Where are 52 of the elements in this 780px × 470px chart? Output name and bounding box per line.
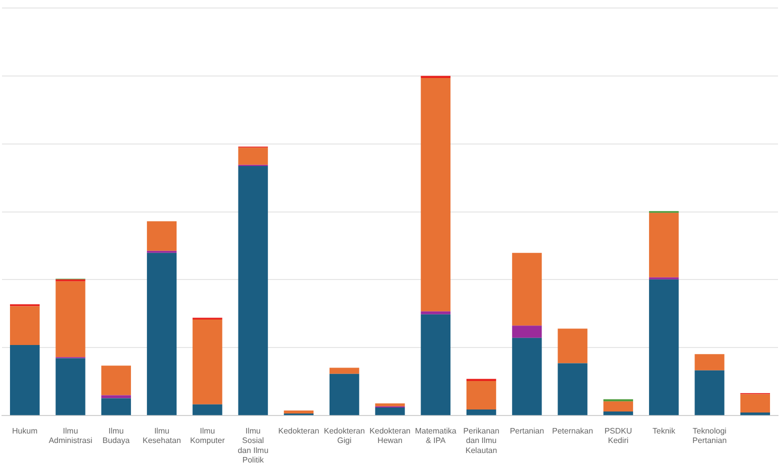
x-tick-label: Kedokteran Gigi [324, 426, 365, 446]
bar [740, 412, 770, 416]
x-tick-label: Ilmu Sosial dan Ilmu Politik [238, 426, 268, 464]
bar [466, 409, 496, 416]
bar [558, 363, 588, 416]
x-tick-label: Teknik [652, 426, 676, 436]
x-tick-label: PSDKU Kediri [604, 426, 632, 446]
bar [192, 404, 222, 416]
bar [56, 358, 86, 416]
bar [512, 338, 542, 416]
bar [192, 319, 222, 404]
x-tick-label: Perikanan dan Ilmu Kelautan [463, 426, 500, 455]
x-tick-label: Pertanian [510, 426, 544, 436]
bar [694, 370, 724, 416]
x-tick-label: Kedokteran [278, 426, 320, 436]
bar [101, 398, 131, 416]
bar [512, 252, 542, 326]
bar [512, 326, 542, 338]
bar [375, 407, 405, 416]
bar [330, 374, 360, 416]
bar [238, 148, 268, 165]
bar [238, 166, 268, 416]
bar [146, 252, 177, 416]
bar [146, 221, 177, 251]
bar [330, 368, 360, 374]
bar [10, 306, 40, 345]
bar [603, 412, 634, 416]
bar [375, 403, 405, 406]
x-tick-label: Ilmu Budaya [102, 426, 130, 446]
bar [558, 328, 588, 364]
bar [420, 78, 450, 312]
bar [101, 366, 131, 396]
bar [466, 380, 496, 410]
x-tick-label: Hukum [12, 426, 38, 436]
bar [649, 212, 679, 278]
bar [694, 354, 724, 370]
bar [101, 395, 131, 398]
x-tick-label: Ilmu Kesehatan [142, 426, 181, 446]
x-tick-label: Peternakan [552, 426, 594, 436]
bar [56, 281, 86, 358]
bar [10, 344, 40, 416]
bar [284, 410, 314, 414]
x-tick-label: Matematika & IPA [414, 426, 457, 446]
bar [420, 311, 450, 314]
bar [603, 401, 634, 412]
x-tick-label: Ilmu Komputer [190, 426, 226, 446]
bar [420, 314, 450, 416]
x-tick-label: Ilmu Administrasi [48, 426, 92, 446]
x-tick-label: Kedokteran Hewan [370, 426, 410, 446]
bar [649, 279, 679, 416]
x-tick-label: Teknologi Pertanian [692, 426, 727, 446]
bar [740, 394, 770, 413]
